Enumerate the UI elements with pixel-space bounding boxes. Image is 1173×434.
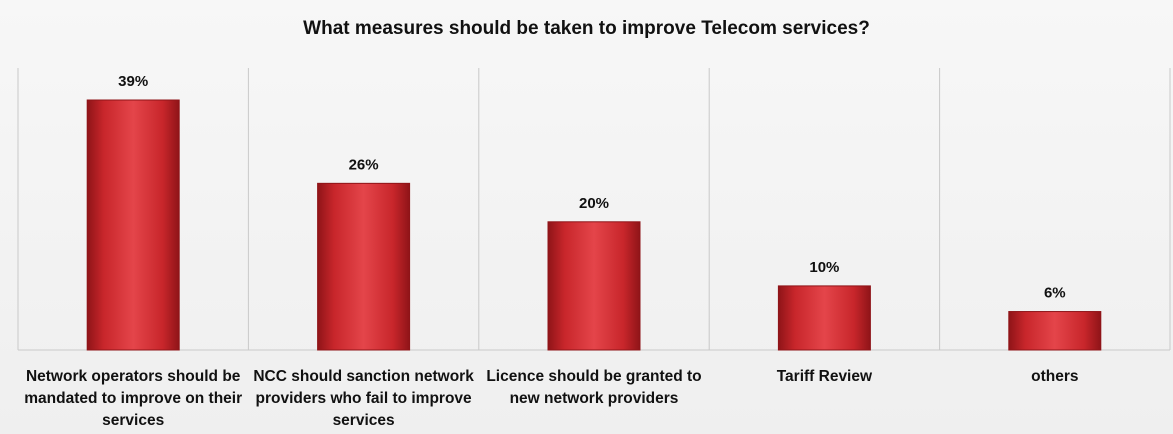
data-label-1: 39%: [118, 73, 148, 90]
category-label-4: Tariff Review: [776, 368, 873, 385]
data-label-4: 10%: [809, 259, 839, 276]
chart-title: What measures should be taken to improve…: [303, 18, 870, 39]
category-label-5: others: [1031, 368, 1079, 385]
data-label-2: 26%: [349, 156, 379, 173]
category-label-3: Licence should be granted to new network…: [486, 368, 702, 407]
bar-3: [547, 221, 641, 351]
bar-1: [86, 99, 180, 351]
category-label-2: NCC should sanction network providers wh…: [253, 368, 474, 429]
bar-2: [317, 182, 411, 351]
data-label-3: 20%: [579, 195, 609, 212]
bar-5: [1008, 311, 1102, 351]
data-label-5: 6%: [1044, 285, 1066, 302]
category-label-1: Network operators should be mandated to …: [24, 368, 243, 429]
bar-4: [777, 285, 871, 351]
